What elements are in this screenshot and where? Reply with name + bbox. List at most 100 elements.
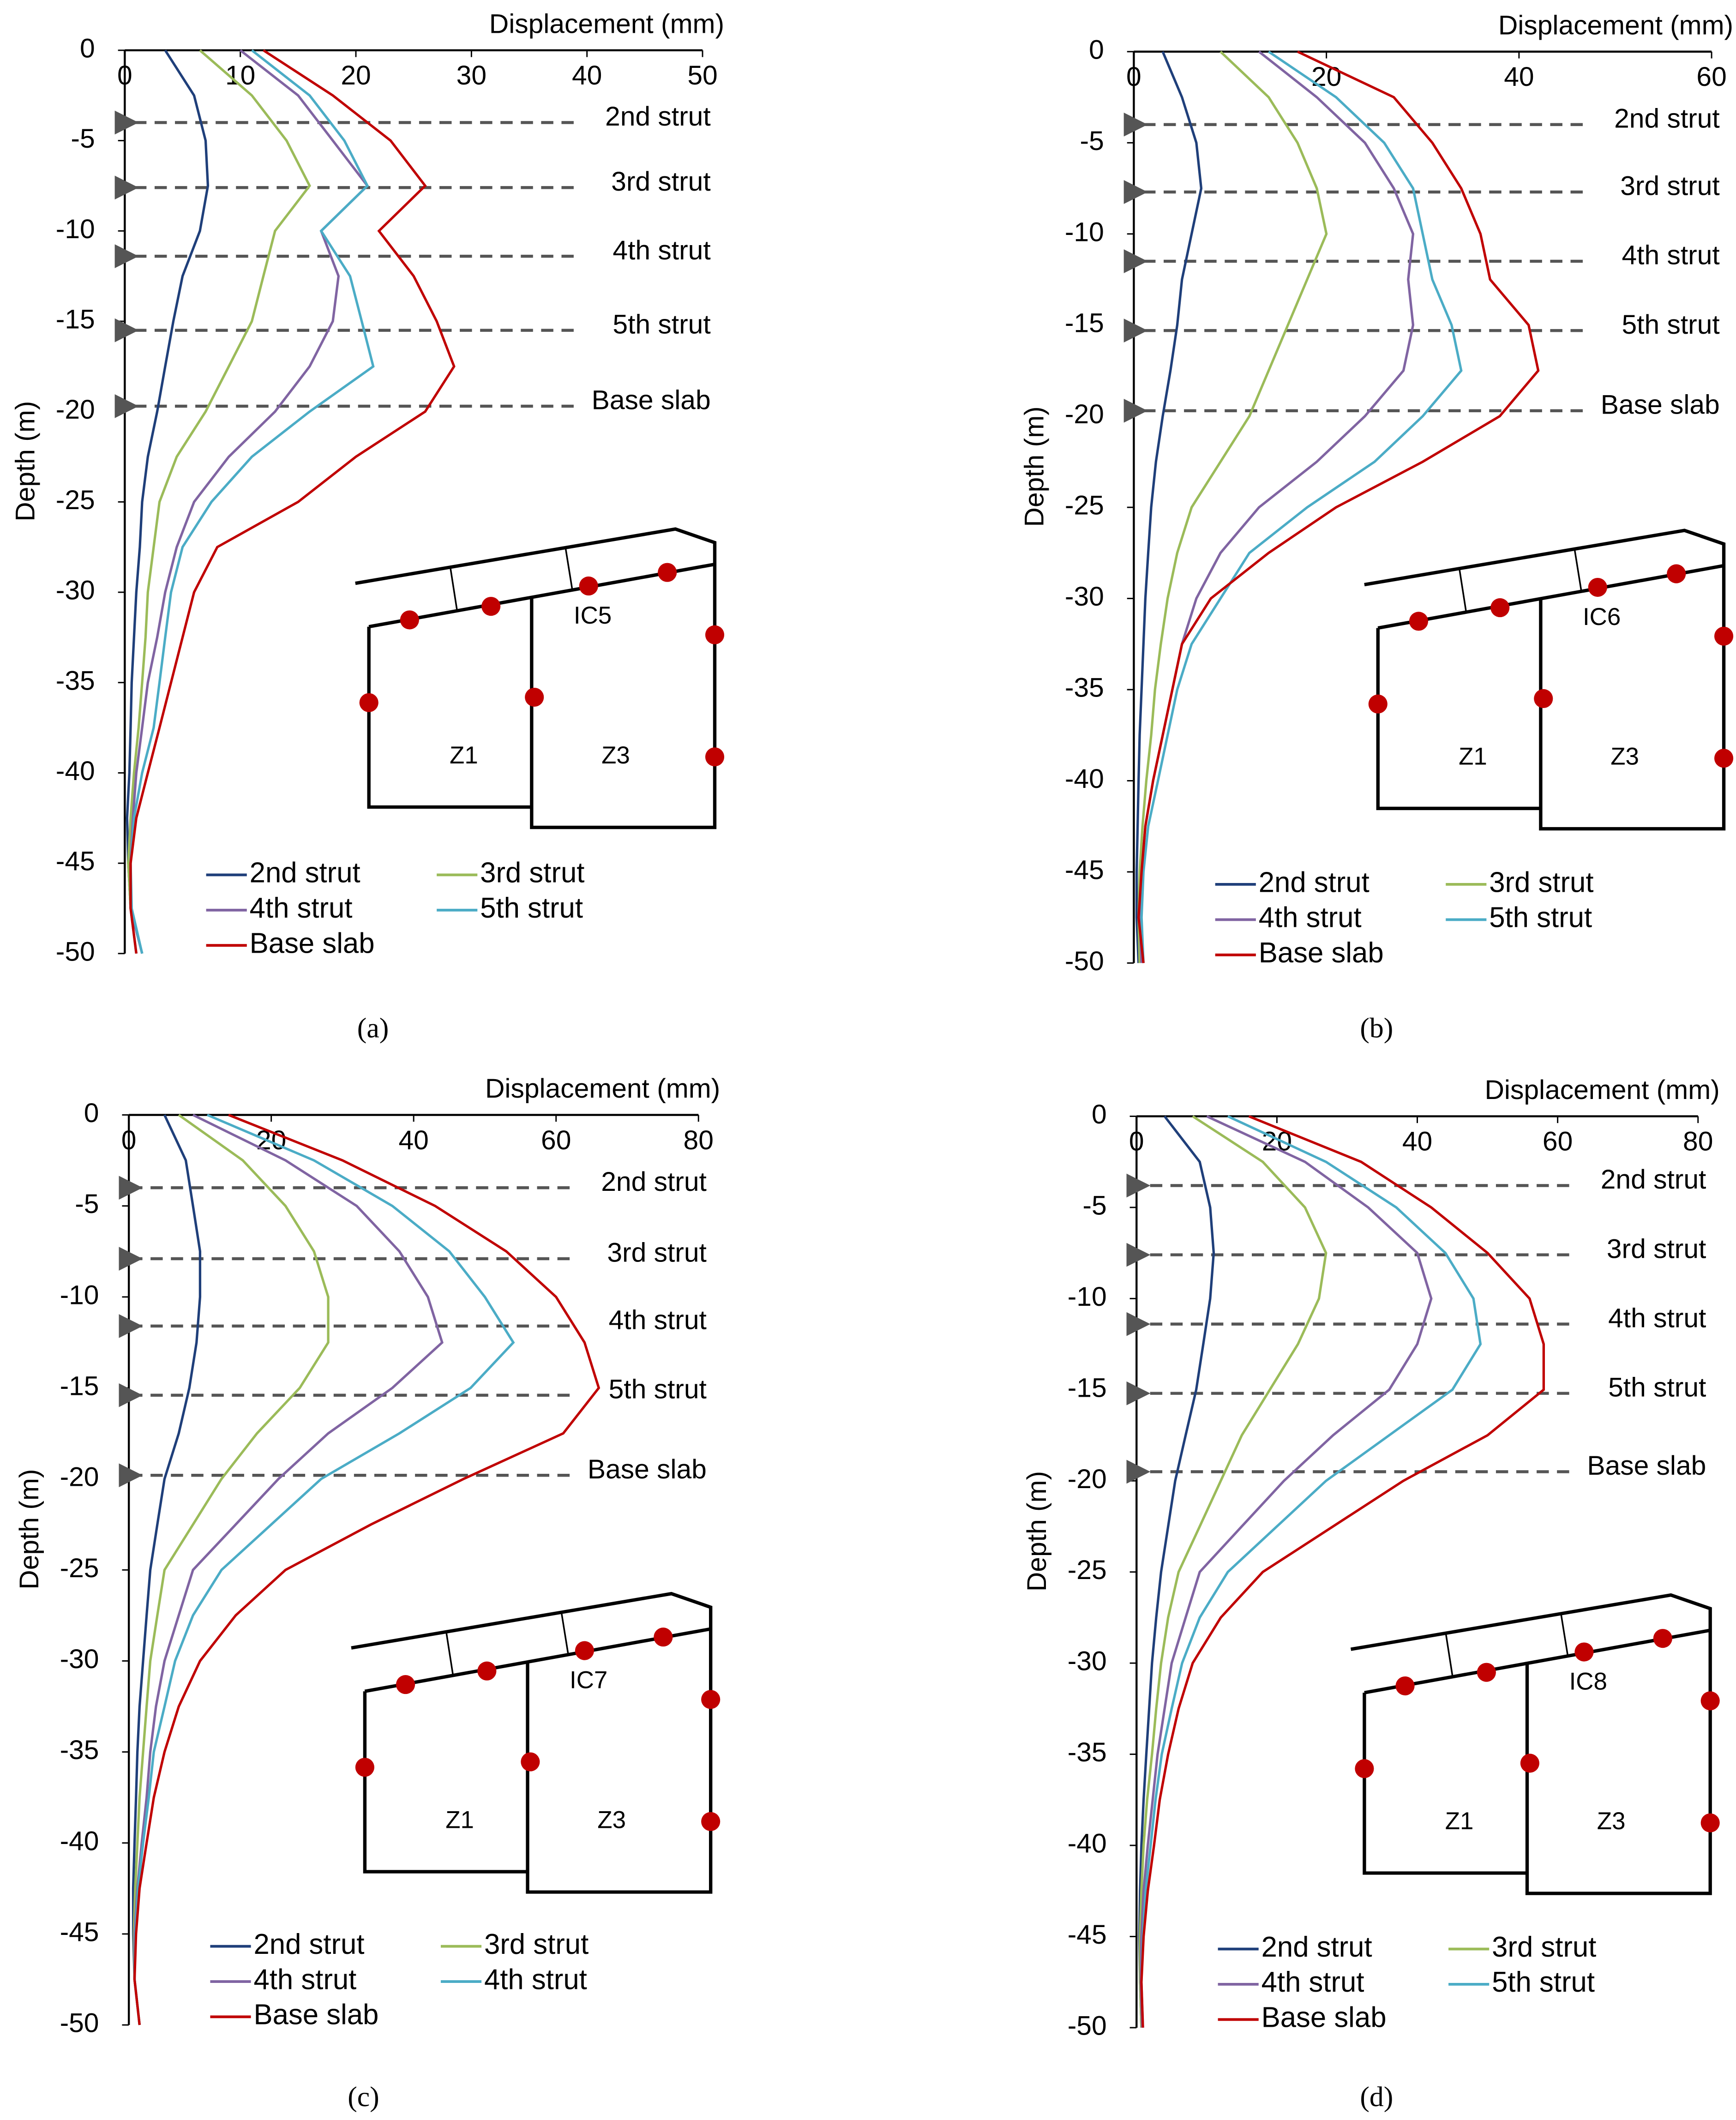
x-axis-title: Displacement (mm) [1498,11,1733,41]
x-tick-label: 60 [1696,62,1726,92]
strut-label: 2nd strut [1601,1165,1706,1195]
legend-label: 3rd strut [1489,866,1593,898]
legend-label: 4th strut [250,892,353,924]
monitor-point [1700,1813,1720,1832]
legend-label: Base slab [1259,937,1384,969]
monitor-point [521,1752,540,1772]
y-tick-label: -5 [1082,1190,1106,1220]
y-tick-label: -45 [56,847,95,877]
legend-label: Base slab [253,1999,378,2031]
y-tick-label: -10 [1068,1282,1107,1312]
diagram-line [560,1612,569,1655]
y-tick-label: -25 [56,485,95,515]
strut-label: 5th strut [609,1374,707,1404]
y-tick-label: -25 [1068,1555,1107,1585]
y-tick-label: -30 [1065,582,1104,612]
y-tick-label: -30 [1068,1646,1107,1676]
y-tick-label: -45 [1065,855,1104,885]
series-line [133,1114,601,2025]
diagram-line [351,1592,713,1894]
diagram-line [1560,1614,1569,1657]
series-line [133,1114,515,2025]
y-tick-label: -35 [1065,673,1104,703]
strut-label: 3rd strut [1620,171,1720,201]
legend-label: 3rd strut [480,857,584,889]
inset-label: Z3 [1597,1808,1626,1835]
y-tick-label: -35 [1068,1737,1107,1767]
strut-label: 2nd strut [605,102,711,132]
diagram-line [1376,628,1541,811]
y-tick-label: -40 [1068,1829,1107,1859]
monitor-point [1477,1663,1496,1682]
panel-label: (d) [1360,2081,1393,2113]
x-tick-label: 20 [341,60,371,90]
y-tick-label: -40 [56,756,95,786]
legend-label: 2nd strut [1261,1931,1372,1963]
y-tick-label: -15 [56,305,95,335]
inset-label: Z1 [1445,1808,1474,1835]
diagram-line [1574,549,1582,592]
y-tick-label: -10 [56,214,95,244]
inset-label: Z3 [1610,743,1639,770]
inset-label: Z1 [450,742,478,769]
monitor-point [1588,577,1607,597]
x-tick-label: 50 [687,60,717,90]
y-tick-label: -35 [56,666,95,696]
strut-label: Base slab [588,1454,707,1484]
strut-label: Base slab [592,385,711,415]
x-tick-label: 0 [1129,1127,1144,1157]
y-tick-label: -15 [60,1371,99,1401]
legend-label: 5th strut [480,892,583,924]
diagram-line [565,548,573,590]
strut-label: Base slab [1601,390,1720,420]
inset-diagram: IC6 Z1 Z3 [1364,528,1734,831]
x-tick-label: 0 [121,1125,137,1155]
diagram-line [1350,1593,1712,1895]
y-tick-label: -5 [75,1189,99,1219]
y-tick-label: -15 [1065,308,1104,338]
monitor-point [400,610,419,630]
monitor-point [701,1690,721,1709]
diagram-line [355,527,717,829]
diagram-line [367,626,532,809]
legend-label: 4th strut [1261,1966,1364,1998]
strut-label: 5th strut [613,309,710,339]
strut-label: 3rd strut [611,167,711,197]
series-line [127,49,311,954]
series-line [132,1114,202,2025]
panel-label: (b) [1360,1012,1393,1044]
series-line [133,1114,444,2025]
x-tick-label: 0 [1126,62,1141,92]
series-line [1140,50,1463,963]
y-tick-label: 0 [1089,35,1104,65]
panel-label: (a) [357,1012,389,1044]
diagram-line [368,562,715,629]
legend-label: 2nd strut [250,857,360,889]
strut-label: 2nd strut [601,1167,707,1197]
inset-diagram: IC8 Z1 Z3 [1350,1593,1720,1895]
monitor-point [481,597,501,616]
y-tick-label: 0 [80,33,95,63]
series-line [129,49,369,954]
monitor-point [1714,626,1734,646]
monitor-point [575,1641,594,1660]
series-line [1139,1115,1433,2028]
y-tick-label: -45 [60,1917,99,1947]
series-line [1135,51,1203,963]
x-tick-label: 20 [1311,62,1341,92]
x-tick-label: 60 [1543,1127,1573,1157]
inset-label: Z3 [601,742,630,769]
strut-label: 3rd strut [1607,1234,1706,1264]
y-tick-label: -10 [1065,217,1104,247]
monitor-point [701,1812,721,1831]
monitor-point [1653,1629,1672,1648]
monitor-point [477,1661,497,1681]
monitor-point [654,1628,673,1647]
x-tick-label: 80 [1683,1127,1713,1157]
legend-label: 5th strut [1489,902,1592,934]
monitor-point [579,577,598,596]
x-tick-label: 40 [1402,1127,1432,1157]
monitor-point [1534,689,1553,709]
legend-label: 5th strut [1492,1966,1595,1998]
strut-label: 4th strut [1608,1303,1706,1333]
